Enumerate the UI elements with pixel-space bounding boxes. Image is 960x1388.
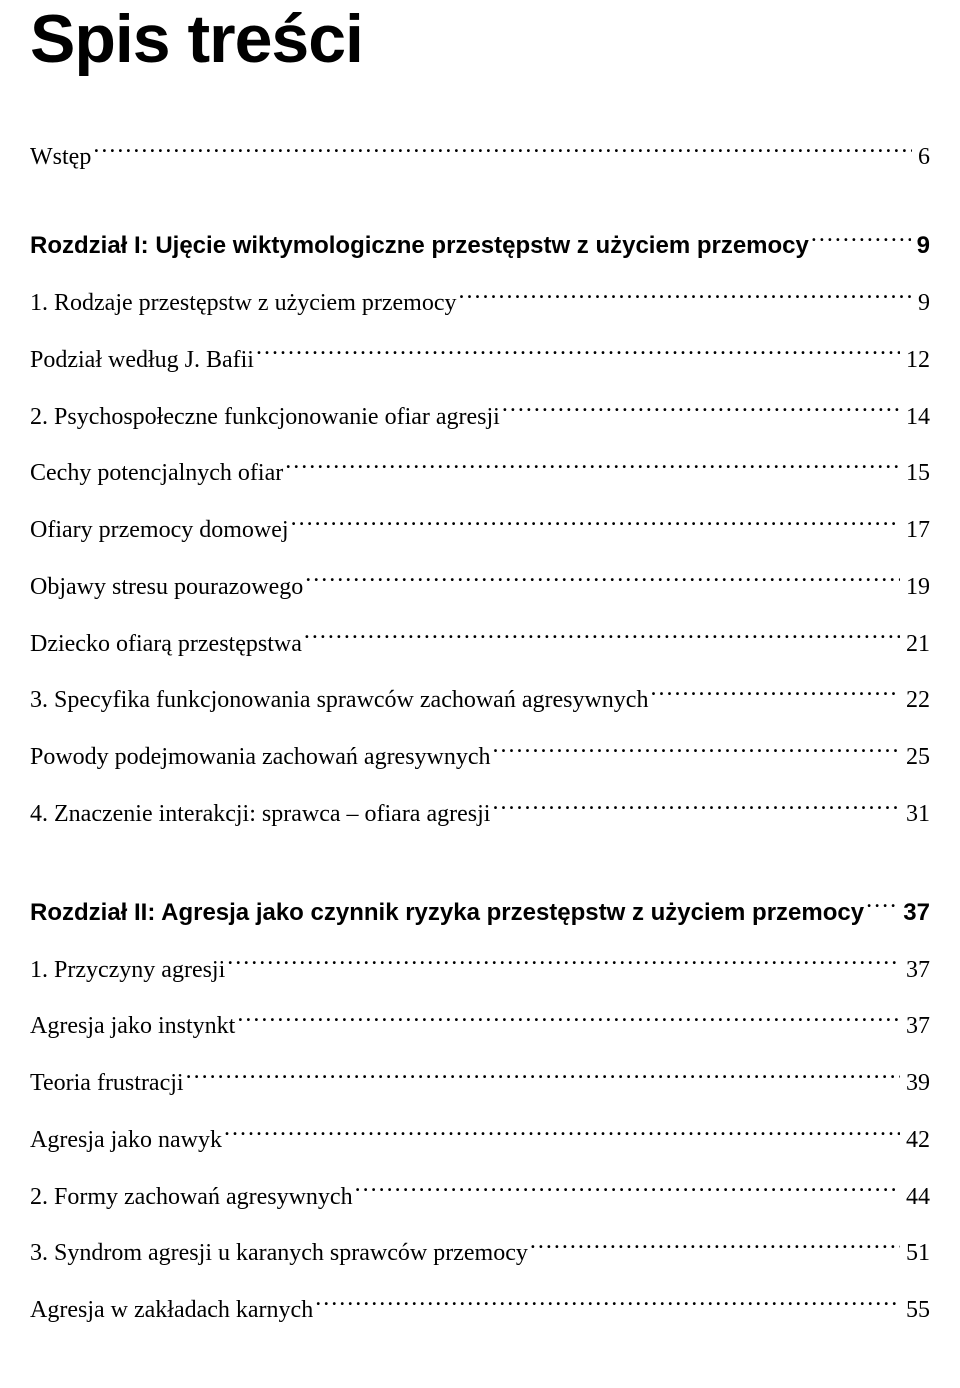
toc-entry-page: 37	[902, 1007, 930, 1045]
toc-entry: 2. Formy zachowań agresywnych 44	[30, 1177, 930, 1216]
toc-entry-label: Powody podejmowania zachowań agresywnych	[30, 738, 491, 776]
toc-entry-label: Agresja w zakładach karnych	[30, 1291, 313, 1329]
toc-entry-page: 6	[914, 138, 930, 176]
toc-entry-label: Agresja jako instynkt	[30, 1007, 235, 1045]
toc-leader	[355, 1177, 900, 1203]
toc-entry-label: 2. Psychospołeczne funkcjonowanie ofiar …	[30, 398, 500, 436]
toc-entry-page: 14	[902, 398, 930, 436]
toc-leader	[492, 795, 900, 821]
toc-entry-page: 42	[902, 1121, 930, 1159]
toc-entry: Agresja jako instynkt 37	[30, 1007, 930, 1046]
toc-leader	[866, 893, 897, 919]
toc-leader	[186, 1064, 900, 1090]
toc-entry: Ofiary przemocy domowej 17	[30, 511, 930, 550]
toc-entry-page: 44	[902, 1178, 930, 1216]
toc-entry-label: Rozdział I: Ujęcie wiktymologiczne przes…	[30, 227, 809, 265]
toc-leader	[285, 454, 900, 480]
toc-entry-page: 39	[902, 1064, 930, 1102]
toc-entry: Wstęp 6	[30, 138, 930, 177]
toc-entry: Teoria frustracji 39	[30, 1064, 930, 1103]
toc-leader	[530, 1234, 900, 1260]
toc-entry-page: 51	[902, 1234, 930, 1272]
toc-entry: 1. Rodzaje przestępstw z użyciem przemoc…	[30, 284, 930, 323]
toc-entry-label: 1. Rodzaje przestępstw z użyciem przemoc…	[30, 284, 457, 322]
toc-entry-label: 2. Formy zachowań agresywnych	[30, 1178, 353, 1216]
toc-entry: Rozdział II: Agresja jako czynnik ryzyka…	[30, 893, 930, 932]
toc-entry-label: Agresja jako nawyk	[30, 1121, 222, 1159]
toc-entry-page: 15	[902, 454, 930, 492]
toc-entry-page: 9	[914, 284, 930, 322]
toc-leader	[93, 138, 912, 164]
toc-entry-label: Objawy stresu pourazowego	[30, 568, 303, 606]
toc-entry-label: 3. Syndrom agresji u karanych sprawców p…	[30, 1234, 528, 1272]
toc-leader	[811, 227, 911, 253]
toc-entry-page: 12	[902, 341, 930, 379]
toc-entry-label: Teoria frustracji	[30, 1064, 184, 1102]
toc-leader	[304, 624, 900, 650]
toc-leader	[237, 1007, 900, 1033]
toc-leader	[502, 397, 900, 423]
toc-entry: Agresja w zakładach karnych 55	[30, 1291, 930, 1330]
toc-leader	[224, 1121, 900, 1147]
toc-entry: 3. Specyfika funkcjonowania sprawców zac…	[30, 681, 930, 720]
toc-entry: 4. Znaczenie interakcji: sprawca – ofiar…	[30, 795, 930, 834]
toc-entry-label: Dziecko ofiarą przestępstwa	[30, 625, 302, 663]
toc-entry: Cechy potencjalnych ofiar 15	[30, 454, 930, 493]
toc-entry-label: 4. Znaczenie interakcji: sprawca – ofiar…	[30, 795, 490, 833]
toc-entry-label: Rozdział II: Agresja jako czynnik ryzyka…	[30, 894, 864, 932]
toc-entry: 1. Przyczyny agresji 37	[30, 950, 930, 989]
toc-entry-page: 25	[902, 738, 930, 776]
toc-entry-page: 31	[902, 795, 930, 833]
toc-leader	[459, 284, 913, 310]
toc-entry: 3. Syndrom agresji u karanych sprawców p…	[30, 1234, 930, 1273]
toc-leader	[227, 950, 900, 976]
toc-entry: Objawy stresu pourazowego 19	[30, 567, 930, 606]
toc-leader	[650, 681, 900, 707]
toc-entry: 2. Psychospołeczne funkcjonowanie ofiar …	[30, 397, 930, 436]
page-title: Spis treści	[30, 0, 930, 78]
toc-entry-page: 37	[899, 894, 930, 932]
toc-entry-label: Cechy potencjalnych ofiar	[30, 454, 283, 492]
toc-leader	[256, 340, 900, 366]
toc-entry-label: Podział według J. Bafii	[30, 341, 254, 379]
toc-leader	[315, 1291, 900, 1317]
toc-entry-page: 55	[902, 1291, 930, 1329]
toc-entry-label: 1. Przyczyny agresji	[30, 951, 225, 989]
toc-entry-page: 9	[913, 227, 930, 265]
toc-entry-page: 22	[902, 681, 930, 719]
toc-entry-page: 17	[902, 511, 930, 549]
toc-leader	[493, 738, 900, 764]
toc-entry-page: 37	[902, 951, 930, 989]
toc-entry: Dziecko ofiarą przestępstwa 21	[30, 624, 930, 663]
toc-entry: Agresja jako nawyk 42	[30, 1121, 930, 1160]
toc-entry-label: Wstęp	[30, 138, 91, 176]
toc-entry-label: 3. Specyfika funkcjonowania sprawców zac…	[30, 681, 648, 719]
toc-leader	[291, 511, 900, 537]
toc-entry: Powody podejmowania zachowań agresywnych…	[30, 738, 930, 777]
toc-entry: Podział według J. Bafii 12	[30, 340, 930, 379]
toc-entry-page: 21	[902, 625, 930, 663]
toc-entry-label: Ofiary przemocy domowej	[30, 511, 289, 549]
toc-entry-page: 19	[902, 568, 930, 606]
toc-entry: Rozdział I: Ujęcie wiktymologiczne przes…	[30, 227, 930, 266]
table-of-contents: Wstęp 6 Rozdział I: Ujęcie wiktymologiczne…	[30, 138, 930, 1330]
toc-leader	[305, 567, 900, 593]
